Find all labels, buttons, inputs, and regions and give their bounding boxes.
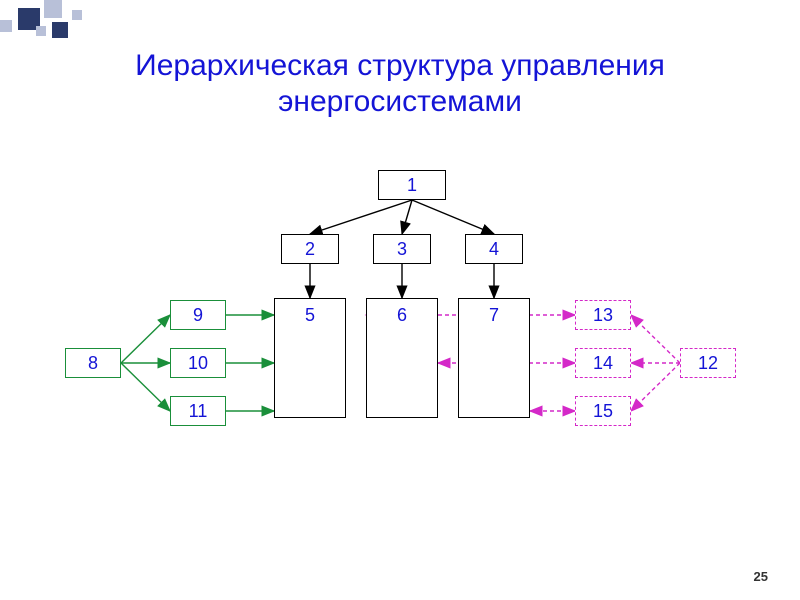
node-n4: 4 xyxy=(465,234,523,264)
edge xyxy=(310,200,412,234)
decor-sq xyxy=(0,20,12,32)
node-n15: 15 xyxy=(575,396,631,426)
decor-sq xyxy=(52,22,68,38)
node-n8: 8 xyxy=(65,348,121,378)
title-line2: энергосистемами xyxy=(278,85,522,118)
node-n5: 5 xyxy=(274,298,346,418)
node-n13: 13 xyxy=(575,300,631,330)
page-number: 25 xyxy=(754,569,768,584)
corner-decoration xyxy=(0,0,90,50)
edge xyxy=(631,363,680,411)
title-line1: Иерархическая структура управления xyxy=(135,49,665,82)
edge xyxy=(121,315,170,363)
node-n2: 2 xyxy=(281,234,339,264)
decor-sq xyxy=(44,0,62,18)
node-n3: 3 xyxy=(373,234,431,264)
node-n11: 11 xyxy=(170,396,226,426)
node-n9: 9 xyxy=(170,300,226,330)
edge xyxy=(121,363,170,411)
decor-sq xyxy=(72,10,82,20)
slide-title: Иерархическая структура управления энерг… xyxy=(0,48,800,120)
node-n1: 1 xyxy=(378,170,446,200)
node-n14: 14 xyxy=(575,348,631,378)
node-n12: 12 xyxy=(680,348,736,378)
decor-sq xyxy=(36,26,46,36)
hierarchy-diagram: 123456789101112131415 xyxy=(45,160,755,500)
node-n7: 7 xyxy=(458,298,530,418)
node-n6: 6 xyxy=(366,298,438,418)
node-n10: 10 xyxy=(170,348,226,378)
edge xyxy=(631,315,680,363)
edge xyxy=(402,200,412,234)
edge xyxy=(412,200,494,234)
